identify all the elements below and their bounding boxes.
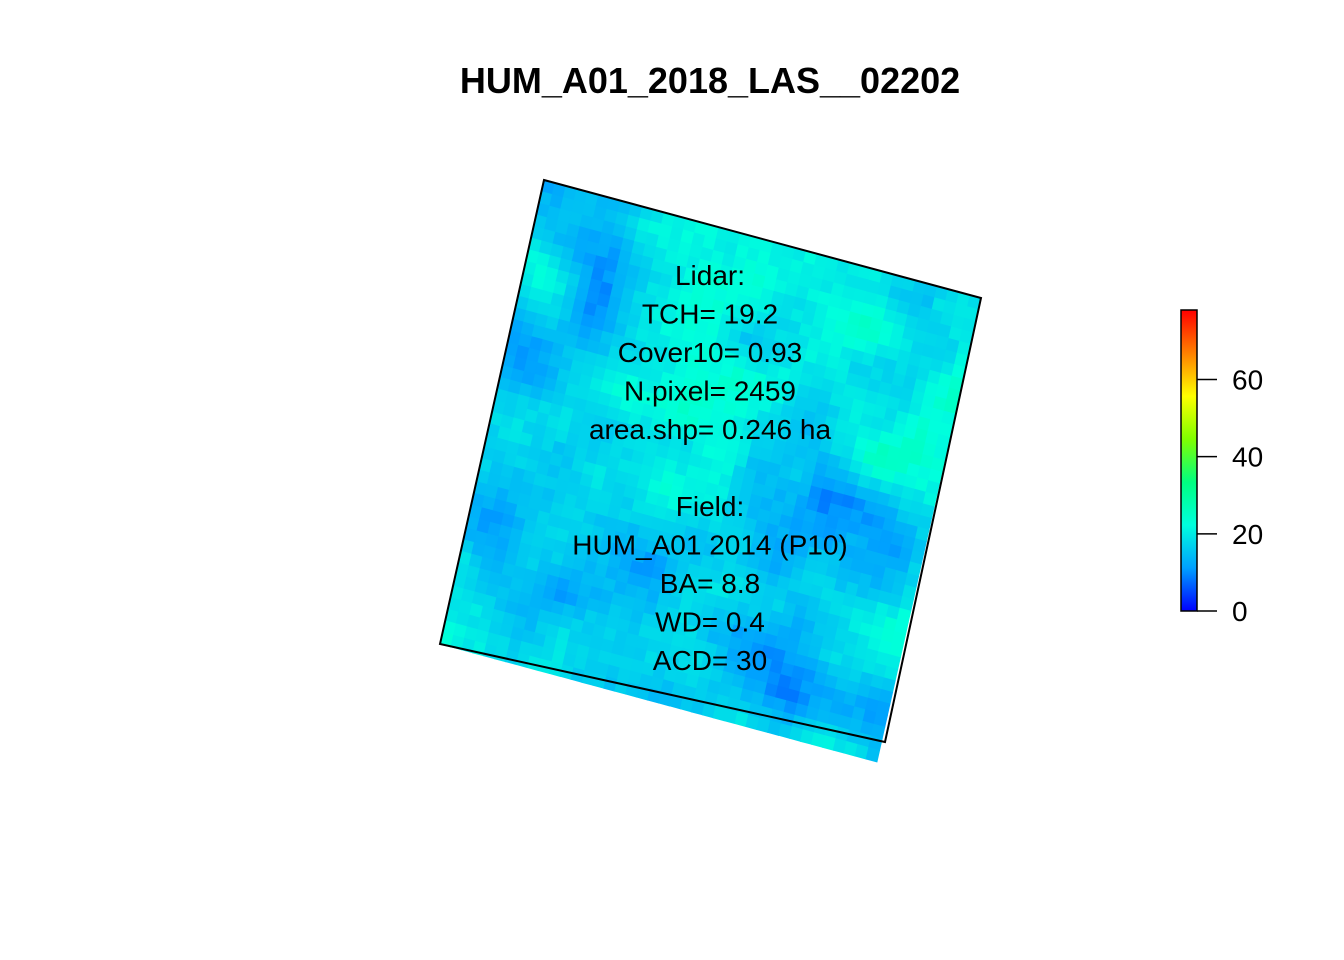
height-raster xyxy=(439,179,982,763)
colorbar-gradient xyxy=(1180,309,1198,612)
colorbar-tick-label: 0 xyxy=(1232,596,1248,627)
annotation-text: Lidar: TCH= 19.2 Cover10= 0.93 N.pixel= 245… xyxy=(572,260,847,676)
annotation-line: Field: xyxy=(676,491,744,522)
annotation-line: N.pixel= 2459 xyxy=(624,376,796,407)
colorbar-tick-label: 40 xyxy=(1232,442,1263,473)
annotation-line: area.shp= 0.246 ha xyxy=(589,414,832,445)
annotation-line: ACD= 30 xyxy=(653,645,767,676)
annotation-line: Cover10= 0.93 xyxy=(618,337,802,368)
colorbar-tick-label: 20 xyxy=(1232,519,1263,550)
annotation-line: HUM_A01 2014 (P10) xyxy=(572,530,847,561)
annotation-line: TCH= 19.2 xyxy=(642,299,778,330)
color-legend: 0 20 40 60 xyxy=(1180,309,1263,627)
annotation-line: BA= 8.8 xyxy=(660,568,760,599)
raster-cell xyxy=(865,747,881,763)
annotation-line: Lidar: xyxy=(675,260,745,291)
plot-boundary xyxy=(438,178,983,744)
annotation-line: WD= 0.4 xyxy=(655,607,765,638)
colorbar-tick-label: 60 xyxy=(1232,364,1263,395)
chart-title: HUM_A01_2018_LAS__02202 xyxy=(460,60,960,101)
